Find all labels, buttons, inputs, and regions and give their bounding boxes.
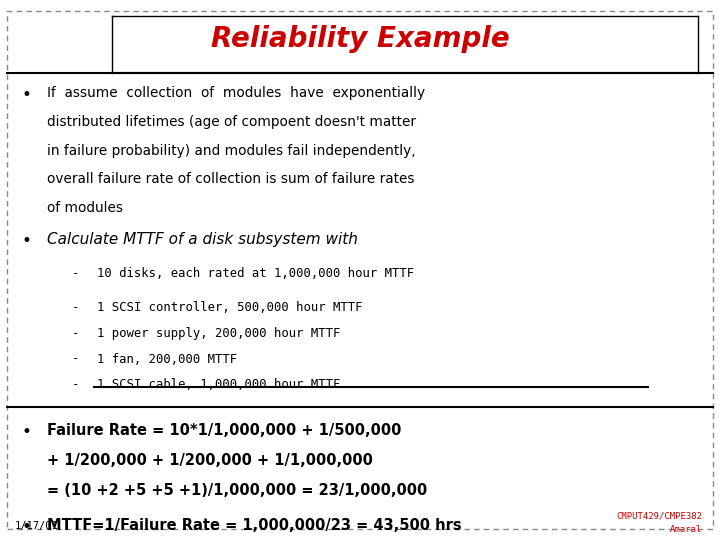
Text: overall failure rate of collection is sum of failure rates: overall failure rate of collection is su… — [47, 172, 414, 186]
Text: Reliability Example: Reliability Example — [211, 25, 509, 53]
Text: •: • — [22, 232, 32, 250]
Text: 1 SCSI cable, 1,000,000 hour MTTF: 1 SCSI cable, 1,000,000 hour MTTF — [97, 379, 341, 392]
Text: 1/17/01: 1/17/01 — [14, 522, 58, 531]
Text: CMPUT429/CMPE382: CMPUT429/CMPE382 — [616, 511, 702, 520]
Text: •: • — [22, 86, 32, 104]
Text: 10 disks, each rated at 1,000,000 hour MTTF: 10 disks, each rated at 1,000,000 hour M… — [97, 267, 414, 280]
Text: 1 power supply, 200,000 hour MTTF: 1 power supply, 200,000 hour MTTF — [97, 327, 341, 340]
Text: Failure Rate = 10*1/1,000,000 + 1/500,000: Failure Rate = 10*1/1,000,000 + 1/500,00… — [47, 423, 401, 438]
Text: •: • — [22, 518, 32, 536]
Text: 1 SCSI controller, 500,000 hour MTTF: 1 SCSI controller, 500,000 hour MTTF — [97, 301, 363, 314]
Text: •: • — [22, 423, 32, 441]
Text: distributed lifetimes (age of compoent doesn't matter: distributed lifetimes (age of compoent d… — [47, 115, 416, 129]
Text: -: - — [72, 267, 79, 280]
Text: If  assume  collection  of  modules  have  exponentially: If assume collection of modules have exp… — [47, 86, 425, 100]
Text: Amaral: Amaral — [670, 525, 702, 534]
Text: -: - — [72, 301, 79, 314]
Text: -: - — [72, 379, 79, 392]
Text: of modules: of modules — [47, 201, 123, 215]
Text: MTTF=1/Failure Rate = 1,000,000/23 = 43,500 hrs: MTTF=1/Failure Rate = 1,000,000/23 = 43,… — [47, 518, 462, 533]
Text: -: - — [72, 353, 79, 366]
Text: -: - — [72, 327, 79, 340]
Text: = (10 +2 +5 +5 +1)/1,000,000 = 23/1,000,000: = (10 +2 +5 +5 +1)/1,000,000 = 23/1,000,… — [47, 483, 427, 498]
Text: + 1/200,000 + 1/200,000 + 1/1,000,000: + 1/200,000 + 1/200,000 + 1/1,000,000 — [47, 453, 373, 468]
Text: in failure probability) and modules fail independently,: in failure probability) and modules fail… — [47, 144, 415, 158]
Text: Calculate MTTF of a disk subsystem with: Calculate MTTF of a disk subsystem with — [47, 232, 358, 247]
Text: 1 fan, 200,000 MTTF: 1 fan, 200,000 MTTF — [97, 353, 238, 366]
